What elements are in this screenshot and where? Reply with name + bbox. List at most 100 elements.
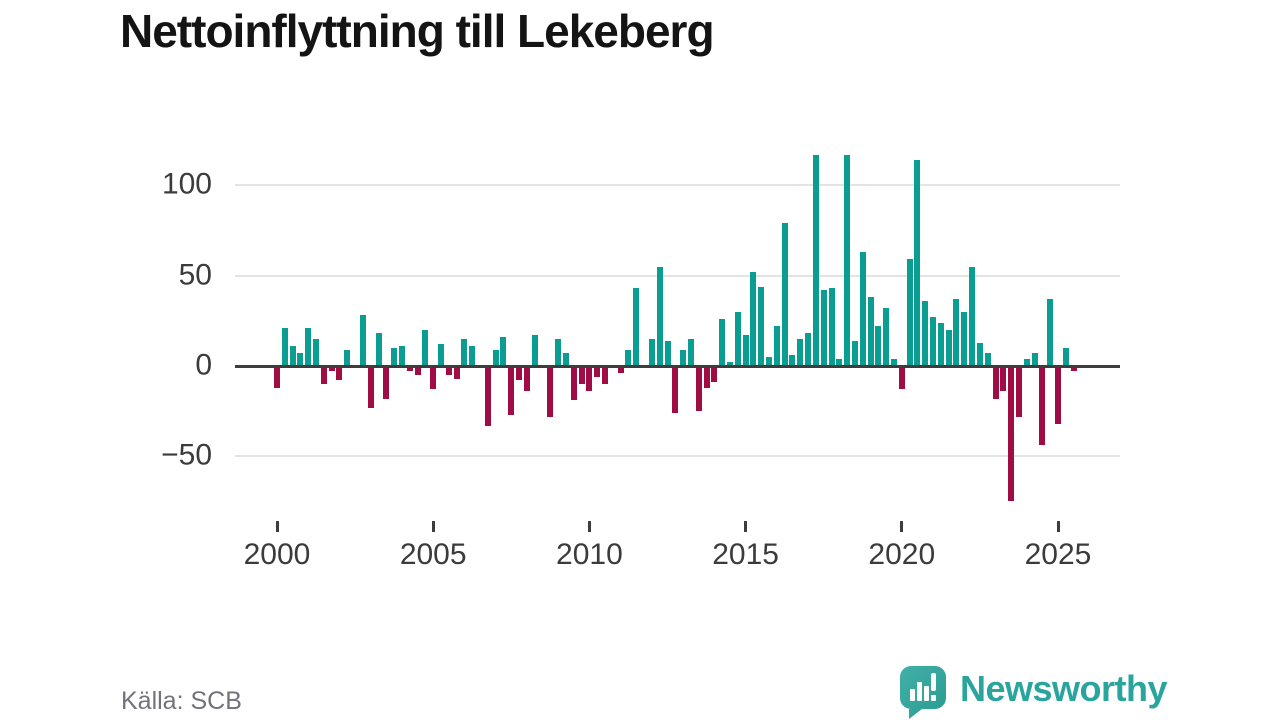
- bar-2024-Q1: [1023, 358, 1030, 366]
- bar-2007-Q2: [500, 337, 507, 366]
- bar-2022-Q2: [969, 266, 976, 366]
- bar-2005-Q2: [438, 344, 444, 366]
- bar-2015-Q1: [742, 335, 749, 366]
- x-axis-tick-2020: [900, 521, 904, 532]
- bar-2004-Q1: [398, 346, 405, 366]
- bar-2021-Q3: [945, 329, 952, 366]
- bar-2013-Q1: [680, 349, 687, 366]
- source-note: Källa: SCB: [121, 687, 242, 715]
- bar-2017-Q3: [820, 290, 827, 366]
- bar-2020-Q3: [914, 160, 921, 366]
- zero-baseline: [235, 364, 1120, 368]
- bar-2011-Q1: [617, 366, 624, 374]
- bar-2015-Q2: [750, 272, 757, 366]
- bar-2006-Q2: [469, 346, 476, 366]
- bar-2019-Q1: [867, 297, 874, 366]
- bar-2017-Q1: [805, 333, 812, 366]
- bar-2025-Q1: [1055, 366, 1061, 424]
- bar-2009-Q3: [570, 366, 577, 401]
- bar-2003-Q3: [383, 366, 390, 399]
- bar-2014-Q1: [711, 366, 718, 383]
- bar-2020-Q1: [898, 366, 905, 390]
- bar-2003-Q2: [375, 333, 382, 366]
- bar-2018-Q1: [836, 358, 843, 366]
- bar-2016-Q1: [773, 326, 780, 366]
- bar-2008-Q2: [531, 335, 538, 366]
- y-axis-label-0: 0: [195, 348, 212, 382]
- bar-2012-Q4: [672, 366, 679, 413]
- bar-2013-Q2: [687, 338, 694, 366]
- chart-title: Nettoinflyttning till Lekeberg: [120, 5, 715, 57]
- y-axis-label-100: 100: [161, 167, 212, 201]
- bar-2023-Q1: [992, 366, 999, 399]
- gridline-y-100: [235, 184, 1120, 187]
- bar-2022-Q3: [976, 342, 983, 366]
- bar-2022-Q1: [961, 311, 968, 366]
- bar-2010-Q3: [602, 366, 609, 385]
- bar-chart-plot-area: −50 0 50 100 2000 2005 2010 2015 2020 2025: [161, 150, 1120, 580]
- x-axis-label-2005: 2005: [399, 538, 467, 571]
- bar-2000-Q3: [289, 346, 296, 366]
- x-axis-label-2000: 2000: [243, 538, 311, 571]
- bar-2014-Q4: [734, 311, 741, 366]
- bar-2018-Q2: [844, 154, 851, 366]
- bar-2008-Q1: [523, 366, 530, 392]
- bar-2013-Q3: [695, 366, 702, 412]
- bar-2009-Q2: [562, 353, 569, 366]
- bar-2003-Q1: [367, 366, 374, 408]
- bar-2014-Q3: [726, 362, 733, 366]
- bar-2002-Q2: [344, 349, 351, 366]
- bar-2009-Q4: [578, 366, 585, 385]
- bar-2000-Q2: [281, 328, 288, 366]
- bar-2011-Q3: [633, 288, 640, 366]
- bar-2025-Q2: [1062, 347, 1069, 366]
- bar-2009-Q1: [555, 338, 562, 366]
- bar-2013-Q4: [703, 366, 710, 388]
- bar-2001-Q3: [320, 366, 327, 385]
- bar-2025-Q3: [1070, 366, 1077, 372]
- bar-2015-Q4: [766, 356, 773, 366]
- bar-2006-Q1: [461, 338, 468, 366]
- x-axis-label-2025: 2025: [1024, 538, 1092, 571]
- bar-2017-Q2: [812, 154, 819, 366]
- newsworthy-speech-bubble-bar-chart-icon: [900, 666, 946, 719]
- bar-2006-Q4: [484, 366, 491, 426]
- bar-2024-Q4: [1047, 299, 1054, 366]
- bar-2005-Q4: [453, 366, 460, 379]
- bar-2019-Q3: [883, 308, 890, 366]
- bar-2018-Q3: [851, 340, 858, 366]
- bar-2001-Q4: [328, 366, 335, 372]
- bar-2000-Q4: [297, 353, 304, 366]
- y-axis-label--50: −50: [161, 438, 212, 472]
- bar-2011-Q2: [625, 349, 632, 366]
- bar-2007-Q4: [516, 366, 523, 381]
- bar-2021-Q4: [953, 299, 960, 366]
- bar-2001-Q2: [313, 338, 320, 366]
- brand-name: Newsworthy: [960, 668, 1168, 709]
- bar-2021-Q2: [937, 322, 944, 366]
- bar-2007-Q3: [508, 366, 515, 415]
- bar-2023-Q4: [1015, 366, 1022, 417]
- bar-2002-Q1: [336, 366, 343, 381]
- x-axis-tick-2015: [744, 521, 748, 532]
- bar-2024-Q3: [1039, 366, 1046, 446]
- bar-2007-Q1: [492, 349, 499, 366]
- bar-2008-Q4: [547, 366, 554, 417]
- bar-2016-Q2: [781, 223, 788, 366]
- gridline-y--50: [235, 455, 1120, 458]
- newsworthy-logo: Newsworthy: [899, 666, 1168, 719]
- bar-2019-Q2: [875, 326, 882, 366]
- bar-2000-Q1: [274, 366, 280, 388]
- bar-2012-Q2: [656, 266, 663, 366]
- bar-2022-Q4: [984, 353, 991, 366]
- bar-2003-Q4: [391, 347, 398, 366]
- bar-2023-Q2: [1000, 366, 1007, 392]
- bar-2004-Q2: [406, 366, 413, 372]
- bar-2014-Q2: [719, 319, 726, 366]
- bar-2005-Q3: [445, 366, 452, 376]
- bar-2019-Q4: [890, 358, 897, 366]
- x-axis-tick-2010: [587, 521, 591, 532]
- gridline-y-50: [235, 274, 1120, 277]
- bar-2012-Q3: [664, 340, 671, 366]
- bar-2021-Q1: [930, 317, 937, 366]
